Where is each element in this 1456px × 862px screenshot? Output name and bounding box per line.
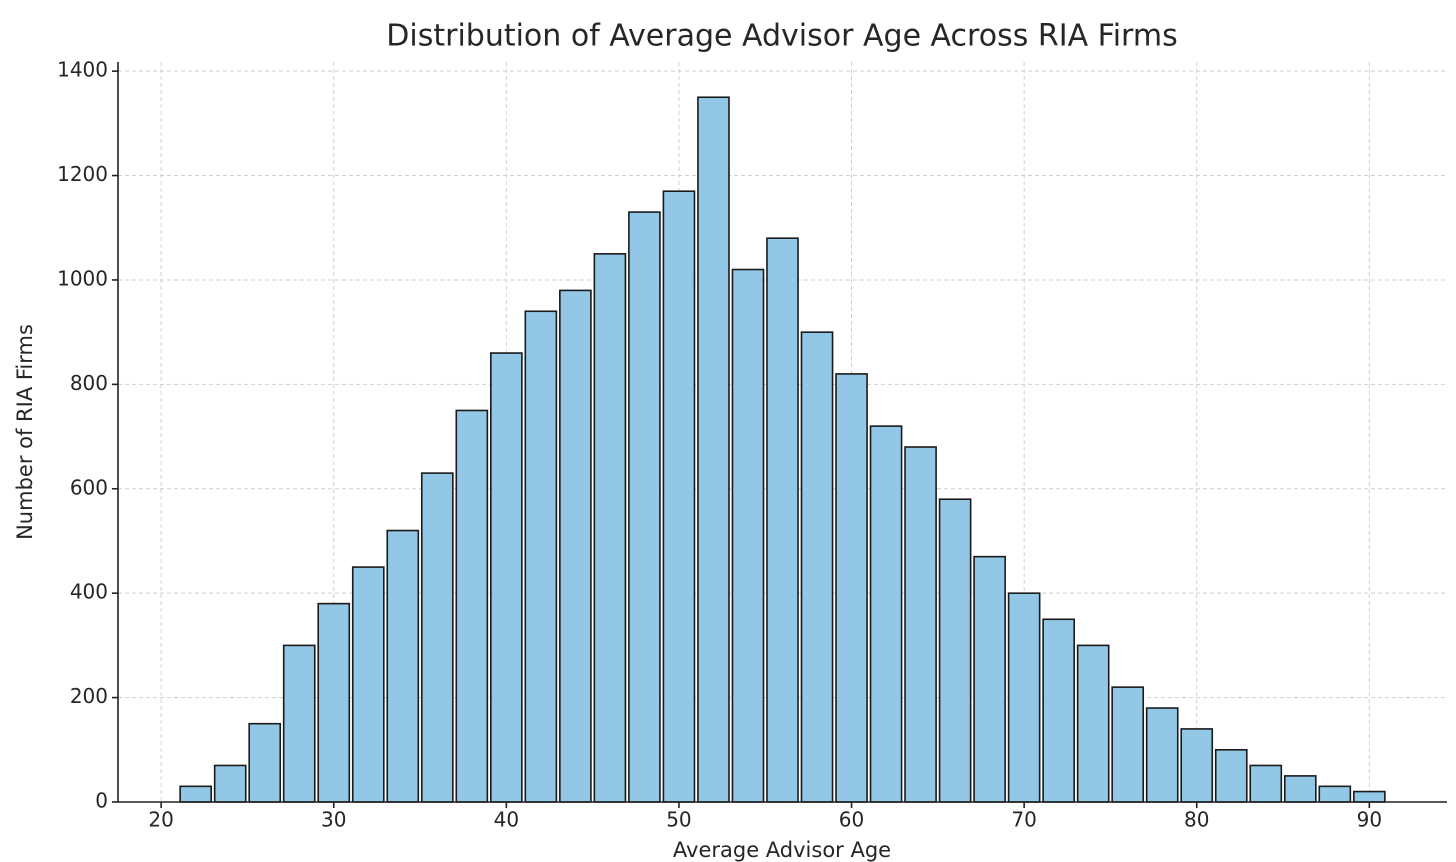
y-tick-label: 1000 xyxy=(57,266,108,290)
x-tick-label: 70 xyxy=(1011,808,1036,832)
bar xyxy=(455,409,489,803)
bar xyxy=(869,425,903,803)
bar xyxy=(1111,686,1145,803)
bar xyxy=(1318,785,1352,803)
bar xyxy=(662,190,696,803)
y-tick-label: 1200 xyxy=(57,162,108,186)
bar xyxy=(1180,728,1214,803)
bar xyxy=(973,555,1006,803)
bar xyxy=(904,446,937,803)
x-tick-label: 80 xyxy=(1184,808,1209,832)
bar xyxy=(351,566,385,803)
y-tick-label: 400 xyxy=(70,580,108,604)
bar xyxy=(835,373,868,803)
bar xyxy=(248,722,282,803)
y-tick-label: 1400 xyxy=(57,58,108,82)
x-tick-label: 20 xyxy=(148,808,173,832)
bar xyxy=(559,289,592,803)
y-axis-label: Number of RIA Firms xyxy=(13,324,37,540)
y-tick-label: 200 xyxy=(70,684,108,708)
bar xyxy=(1283,775,1317,803)
bar xyxy=(800,331,834,803)
bar xyxy=(524,310,558,803)
bar xyxy=(179,785,213,803)
x-axis-label: Average Advisor Age xyxy=(673,838,891,862)
bar xyxy=(593,253,627,803)
y-tick-label: 600 xyxy=(70,475,108,499)
bar xyxy=(282,644,316,803)
bar xyxy=(1076,644,1110,803)
bar xyxy=(1145,707,1179,803)
bar xyxy=(1249,764,1283,803)
x-tick-label: 50 xyxy=(666,808,691,832)
y-tick-label: 800 xyxy=(70,371,108,395)
x-tick-label: 40 xyxy=(494,808,519,832)
bar xyxy=(938,498,972,803)
bar xyxy=(213,764,247,803)
bar xyxy=(317,602,351,803)
bar xyxy=(1352,790,1386,803)
chart-title: Distribution of Average Advisor Age Acro… xyxy=(386,19,1177,54)
bar xyxy=(490,352,523,803)
bar xyxy=(420,472,454,803)
x-tick-label: 30 xyxy=(321,808,346,832)
x-tick-label: 90 xyxy=(1357,808,1382,832)
bar xyxy=(697,96,730,803)
bar xyxy=(1042,618,1075,803)
bar xyxy=(731,268,765,803)
bar xyxy=(628,211,661,803)
bar xyxy=(1214,748,1248,803)
y-tick-label: 0 xyxy=(95,789,108,813)
bar xyxy=(1007,592,1041,803)
bar xyxy=(766,237,799,803)
x-tick-label: 60 xyxy=(839,808,864,832)
bar xyxy=(386,529,420,803)
